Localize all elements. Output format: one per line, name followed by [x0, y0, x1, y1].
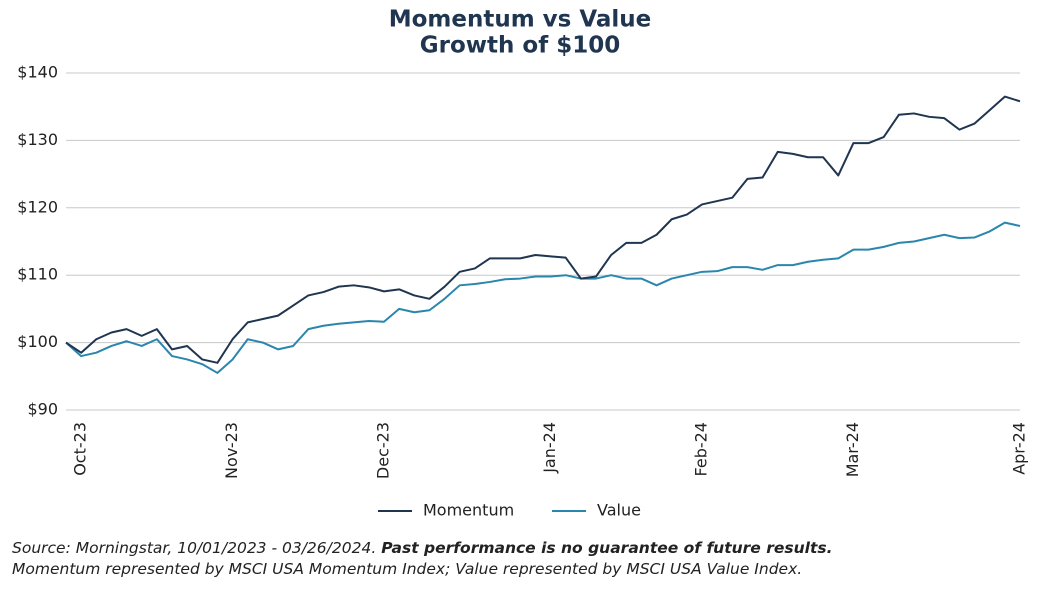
series-line — [65, 221, 1021, 374]
x-tick-label: Apr-24 — [1010, 422, 1029, 475]
x-tick-label: Nov-23 — [222, 422, 241, 479]
x-tick-label: Feb-24 — [692, 422, 711, 476]
y-tick-label: $140 — [17, 63, 58, 82]
y-tick-label: $130 — [17, 130, 58, 149]
chart-subtitle: Growth of $100 — [420, 33, 620, 59]
y-tick-label: $120 — [17, 197, 58, 216]
legend-label: Momentum — [423, 501, 514, 520]
series-line — [65, 95, 1021, 364]
note: Momentum represented by MSCI USA Momentu… — [12, 560, 803, 578]
source-emphasis: Past performance is no guarantee of futu… — [381, 539, 833, 557]
y-tick-label: $90 — [27, 400, 58, 419]
chart: Momentum vs Value Growth of $100 $90 $100… — [17, 7, 1029, 520]
x-tick-label: Dec-23 — [374, 422, 393, 479]
legend-label: Value — [597, 501, 641, 520]
chart-title: Momentum vs Value — [389, 7, 652, 33]
x-tick-label: Jan-24 — [540, 422, 559, 474]
y-tick-label: $110 — [17, 265, 58, 284]
source-line: Source: Morningstar, 10/01/2023 - 03/26/… — [12, 538, 832, 559]
source: Source: Morningstar, 10/01/2023 - 03/26/… — [12, 539, 377, 557]
y-tick-label: $100 — [17, 332, 58, 351]
footnote: Source: Morningstar, 10/01/2023 - 03/26/… — [12, 538, 832, 580]
x-tick-label: Oct-23 — [71, 422, 90, 476]
x-tick-label: Mar-24 — [843, 422, 862, 477]
